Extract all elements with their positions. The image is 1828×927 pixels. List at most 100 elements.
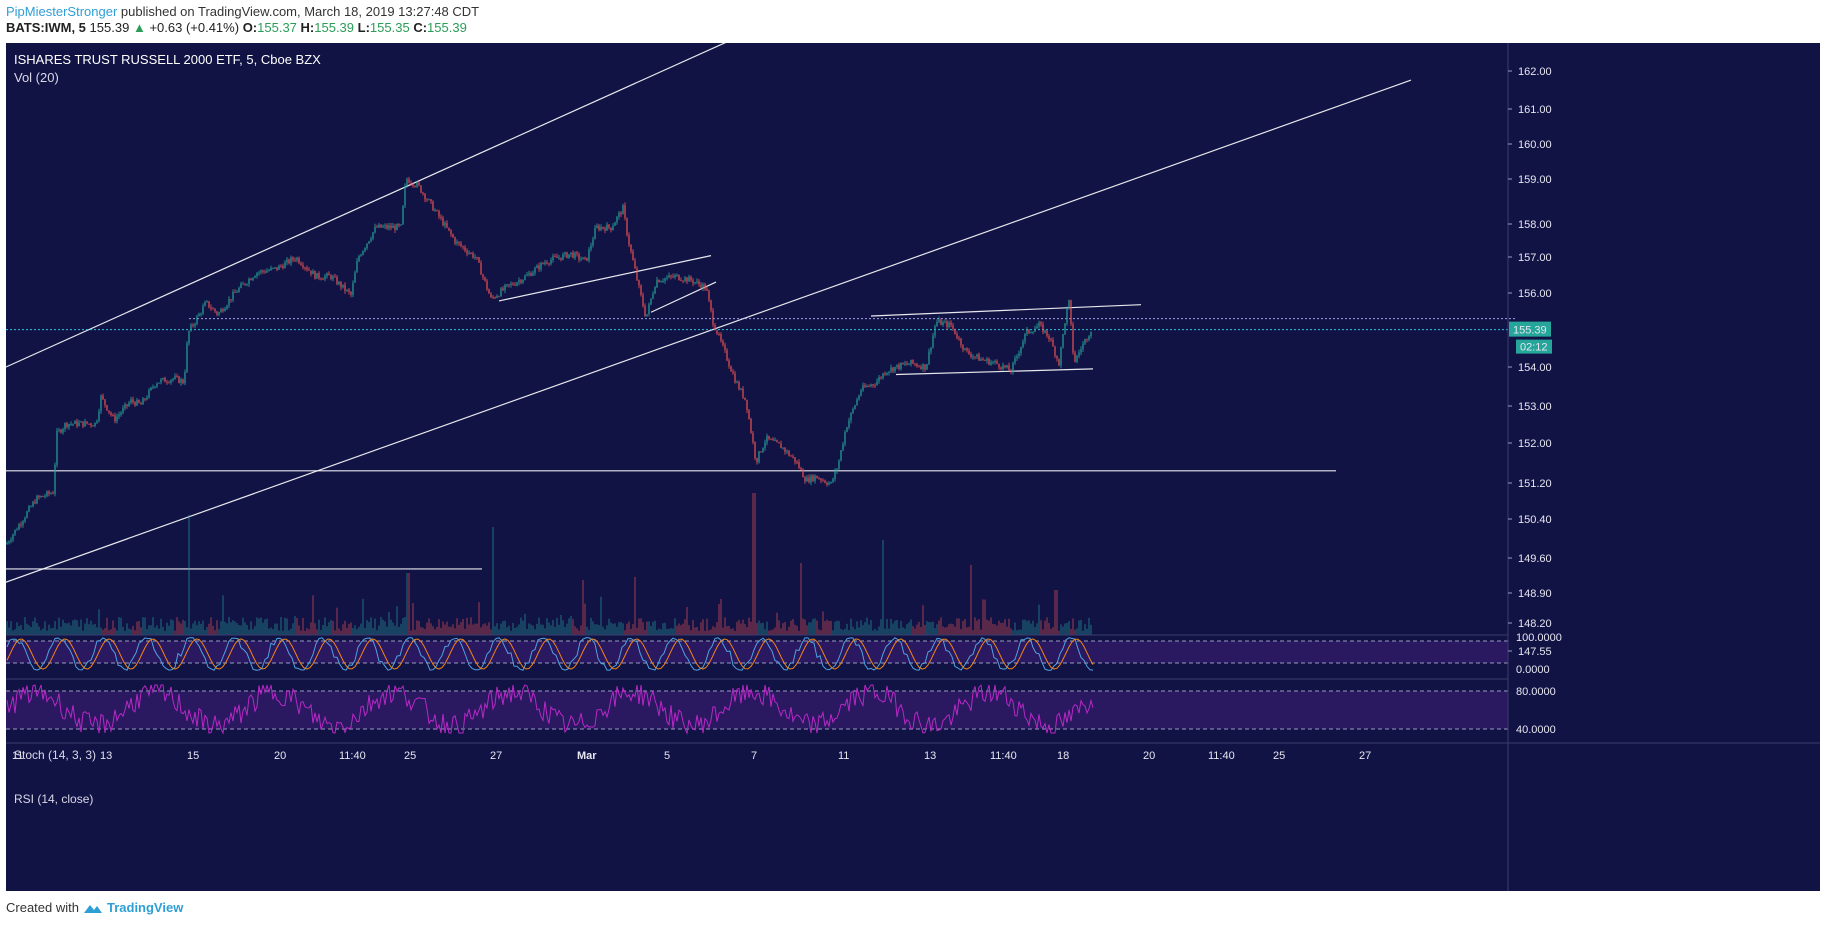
candle-body [902, 362, 904, 365]
volume-bar [146, 629, 148, 635]
candle-body [306, 267, 308, 270]
volume-bar [652, 621, 654, 635]
volume-bar [514, 627, 516, 635]
candle-body [174, 376, 176, 379]
candle-body [640, 285, 642, 295]
candle-body [100, 395, 102, 412]
candle-body [344, 284, 346, 291]
candle-body [620, 212, 622, 215]
volume-bar [550, 625, 552, 635]
volume-bar [586, 626, 588, 635]
author-link[interactable]: PipMiesterStronger [6, 4, 118, 19]
volume-bar [760, 623, 762, 635]
candle-body [1058, 358, 1060, 366]
volume-indicator-label[interactable]: Vol (20) [14, 70, 59, 85]
candle-body [904, 363, 906, 365]
volume-bar [980, 629, 982, 635]
volume-bar [880, 619, 882, 635]
volume-bar [702, 619, 704, 635]
volume-bar [46, 630, 48, 635]
volume-bar [22, 629, 24, 635]
volume-bar [348, 623, 350, 635]
volume-bar [998, 620, 1000, 635]
candle-body [704, 284, 706, 289]
x-tick-label: 11 [838, 750, 849, 762]
volume-bar [174, 630, 176, 635]
candle-body [688, 276, 690, 282]
volume-bar [1026, 621, 1028, 635]
volume-bar [1018, 629, 1020, 635]
volume-bar [216, 620, 218, 635]
volume-bar [214, 630, 216, 635]
candle-body [1028, 329, 1030, 333]
candle-body [436, 210, 438, 212]
candle-body [476, 256, 478, 258]
volume-bar [518, 624, 520, 635]
volume-bar [798, 630, 800, 635]
candle-body [816, 475, 818, 479]
chart-area[interactable]: 100.0000 0.0000 80.0000 40.0000 162.00 161.… [6, 43, 1820, 891]
candle-body [48, 491, 50, 494]
candle-body [398, 224, 400, 226]
volume-bar [294, 616, 296, 635]
candle-body [722, 340, 724, 345]
volume-bar [478, 602, 480, 635]
volume-bar [536, 623, 538, 635]
volume-bar [1016, 630, 1018, 635]
volume-bar [416, 620, 418, 635]
rsi-indicator-label[interactable]: RSI (14, close) [14, 792, 94, 806]
candle-body [638, 280, 640, 286]
volume-bar [802, 618, 804, 635]
volume-bar [824, 621, 826, 635]
volume-bar [446, 621, 448, 635]
candle-body [896, 364, 898, 367]
volume-bar [724, 617, 726, 635]
volume-bar [868, 624, 870, 635]
candle-body [250, 279, 252, 281]
volume-bar [962, 620, 964, 635]
candle-body [478, 257, 480, 263]
tradingview-logo-icon [83, 904, 102, 913]
channel-upper-line [6, 43, 727, 368]
volume-bar [756, 623, 758, 635]
volume-bar [56, 629, 58, 635]
candle-body [224, 308, 226, 312]
volume-bar [888, 628, 890, 635]
volume-bar [952, 624, 954, 635]
candle-body [730, 366, 732, 372]
volume-bar [834, 621, 836, 635]
candle-body [44, 495, 46, 497]
volume-bar [370, 617, 372, 635]
volume-bar [162, 626, 164, 635]
candle-body [164, 377, 166, 383]
volume-bar [690, 630, 692, 635]
candle-body [708, 290, 710, 301]
volume-bar [738, 619, 740, 635]
candle-body [434, 210, 436, 212]
volume-bar [852, 626, 854, 635]
candle-body [644, 306, 646, 317]
candle-body [508, 284, 510, 286]
stoch-indicator-label[interactable]: Stoch (14, 3, 3) [14, 748, 97, 762]
candle-body [1088, 336, 1090, 340]
candle-body [714, 324, 716, 331]
candle-body [1010, 370, 1012, 373]
volume-bar [440, 627, 442, 635]
candle-body [868, 385, 870, 387]
tradingview-brand[interactable]: TradingView [106, 900, 184, 915]
volume-bar [482, 624, 484, 635]
candle-body [646, 314, 648, 317]
candle-body [18, 524, 20, 530]
candle-body [782, 447, 784, 449]
candle-body [148, 389, 150, 398]
chart-canvas[interactable]: 100.0000 0.0000 80.0000 40.0000 162.00 161.… [6, 43, 1820, 891]
candle-body [40, 495, 42, 498]
volume-bar [844, 628, 846, 635]
volume-bar [8, 627, 10, 635]
candle-body [138, 399, 140, 403]
volume-bar [246, 624, 248, 635]
volume-bar [968, 626, 970, 635]
volume-bar [1042, 629, 1044, 635]
volume-bar [680, 625, 682, 635]
candle-body [588, 249, 590, 261]
